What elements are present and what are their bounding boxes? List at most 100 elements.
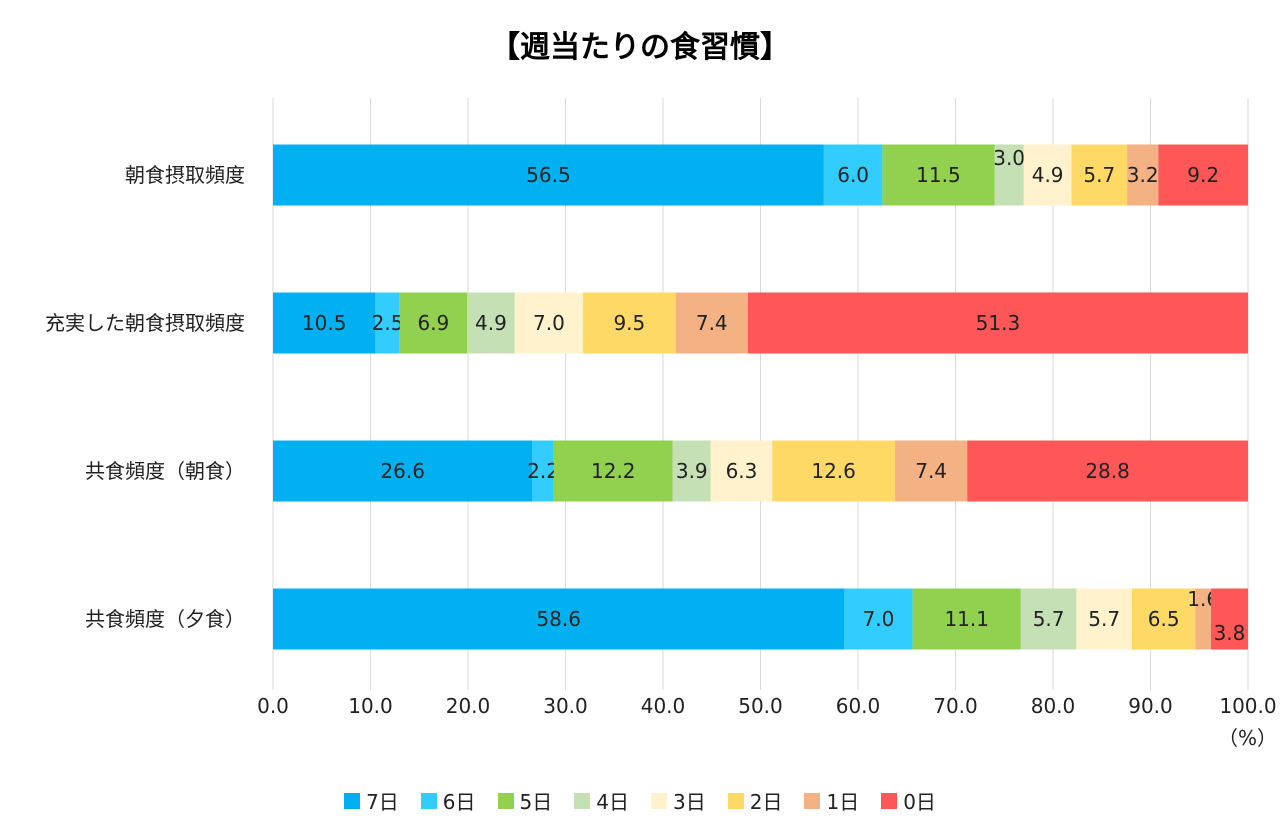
data-label: 6.0 xyxy=(837,163,869,187)
bar-segment-0日 xyxy=(1158,144,1248,206)
legend-item: 6日 xyxy=(420,786,476,815)
x-tick-label: 60.0 xyxy=(836,694,881,718)
x-tick-label: 50.0 xyxy=(738,694,783,718)
bar-segment-7日 xyxy=(273,588,845,650)
legend-item: 7日 xyxy=(344,786,399,815)
legend: 7日 6日 5日 4日 3日 2日 1日 0日 xyxy=(0,786,1280,815)
data-label: 4.9 xyxy=(1032,163,1064,187)
bar-segment-0日 xyxy=(747,292,1248,354)
data-label: 11.1 xyxy=(944,607,989,631)
legend-item: 4日 xyxy=(574,786,629,815)
legend-label: 1日 xyxy=(826,790,860,814)
bar-segment-1日 xyxy=(895,440,968,502)
legend-swatch xyxy=(344,792,361,809)
bar-segment-5日 xyxy=(882,144,995,206)
data-label: 58.6 xyxy=(536,607,581,631)
data-label: 9.2 xyxy=(1187,163,1219,187)
legend-swatch xyxy=(881,792,898,809)
data-label: 7.0 xyxy=(863,607,895,631)
legend-swatch xyxy=(804,792,821,809)
legend-swatch xyxy=(574,792,591,809)
bar-segment-2日 xyxy=(1071,144,1128,206)
legend-item: 0日 xyxy=(881,786,936,815)
data-label: 3.2 xyxy=(1127,163,1159,187)
bar-segment-3日 xyxy=(514,292,584,354)
data-label: 5.7 xyxy=(1083,163,1115,187)
bar-segment-2日 xyxy=(1131,588,1196,650)
x-tick-label: 90.0 xyxy=(1128,694,1173,718)
bar-segment-5日 xyxy=(553,440,673,502)
data-label: 56.5 xyxy=(526,163,571,187)
data-label: 7.0 xyxy=(533,311,565,335)
x-tick-label: 30.0 xyxy=(543,694,588,718)
bar-segment-1日 xyxy=(675,292,748,354)
bar-segment-1日 xyxy=(1195,588,1211,650)
bar-segment-7日 xyxy=(273,144,824,206)
bar-segment-7日 xyxy=(273,292,376,354)
category-label: 充実した朝食摂取頻度 xyxy=(45,311,245,335)
legend-swatch xyxy=(420,792,437,809)
legend-label: 3日 xyxy=(673,790,706,814)
category-label: 共食頻度（夕食） xyxy=(85,607,245,631)
data-label: 10.5 xyxy=(302,311,347,335)
x-tick-label: 10.0 xyxy=(348,694,393,718)
legend-label: 6日 xyxy=(442,790,476,814)
data-label: 3.0 xyxy=(993,146,1025,170)
data-label: 3.8 xyxy=(1214,621,1246,645)
data-label: 7.4 xyxy=(696,311,728,335)
x-tick-label: 80.0 xyxy=(1031,694,1076,718)
bar-segment-0日 xyxy=(967,440,1248,502)
x-tick-label: 100.0 xyxy=(1219,694,1276,718)
x-tick-label: 40.0 xyxy=(641,694,686,718)
bar-segment-5日 xyxy=(399,292,468,354)
category-label: 朝食摂取頻度 xyxy=(125,163,245,187)
data-label: 28.8 xyxy=(1085,459,1130,483)
bar-segment-4日 xyxy=(672,440,711,502)
bar-segment-3日 xyxy=(1023,144,1072,206)
x-tick-label: 70.0 xyxy=(933,694,978,718)
data-label: 6.9 xyxy=(417,311,449,335)
bar-segment-6日 xyxy=(823,144,883,206)
x-tick-label: 0.0 xyxy=(257,694,289,718)
bar-segment-3日 xyxy=(710,440,773,502)
legend-label: 5日 xyxy=(519,790,553,814)
data-label: 5.7 xyxy=(1033,607,1065,631)
legend-label: 4日 xyxy=(596,790,629,814)
data-label: 2.5 xyxy=(372,311,404,335)
legend-label: 0日 xyxy=(903,790,936,814)
chart-title: 【週当たりの食習慣】 xyxy=(490,30,790,65)
data-label: 12.6 xyxy=(811,459,856,483)
legend-item: 2日 xyxy=(727,786,783,815)
data-label: 5.7 xyxy=(1088,607,1120,631)
bar-segment-2日 xyxy=(772,440,896,502)
x-axis-unit: （%） xyxy=(1218,726,1278,750)
legend-item: 5日 xyxy=(497,786,553,815)
legend-item: 3日 xyxy=(651,786,706,815)
data-label: 51.3 xyxy=(976,311,1021,335)
data-label: 6.5 xyxy=(1148,607,1180,631)
bar-segment-6日 xyxy=(844,588,913,650)
legend-swatch xyxy=(497,792,514,809)
bar-segment-6日 xyxy=(532,440,554,502)
legend-label: 7日 xyxy=(366,790,399,814)
data-label: 26.6 xyxy=(380,459,425,483)
bar-segment-0日 xyxy=(1210,588,1248,650)
data-label: 9.5 xyxy=(613,311,645,335)
legend-swatch xyxy=(727,792,744,809)
bar-segment-4日 xyxy=(994,144,1024,206)
category-label: 共食頻度（朝食） xyxy=(85,459,245,483)
bar-segment-5日 xyxy=(912,588,1021,650)
bar-segment-6日 xyxy=(375,292,400,354)
data-label: 6.3 xyxy=(726,459,758,483)
legend-swatch xyxy=(651,792,667,809)
bar-segment-3日 xyxy=(1076,588,1132,650)
bar-segment-4日 xyxy=(467,292,515,354)
data-label: 11.5 xyxy=(916,163,961,187)
legend-label: 2日 xyxy=(749,790,783,814)
bar-segment-1日 xyxy=(1127,144,1159,206)
legend-item: 1日 xyxy=(804,786,859,815)
data-label: 2.2 xyxy=(527,459,559,483)
x-tick-label: 20.0 xyxy=(446,694,491,718)
data-label: 12.2 xyxy=(591,459,636,483)
